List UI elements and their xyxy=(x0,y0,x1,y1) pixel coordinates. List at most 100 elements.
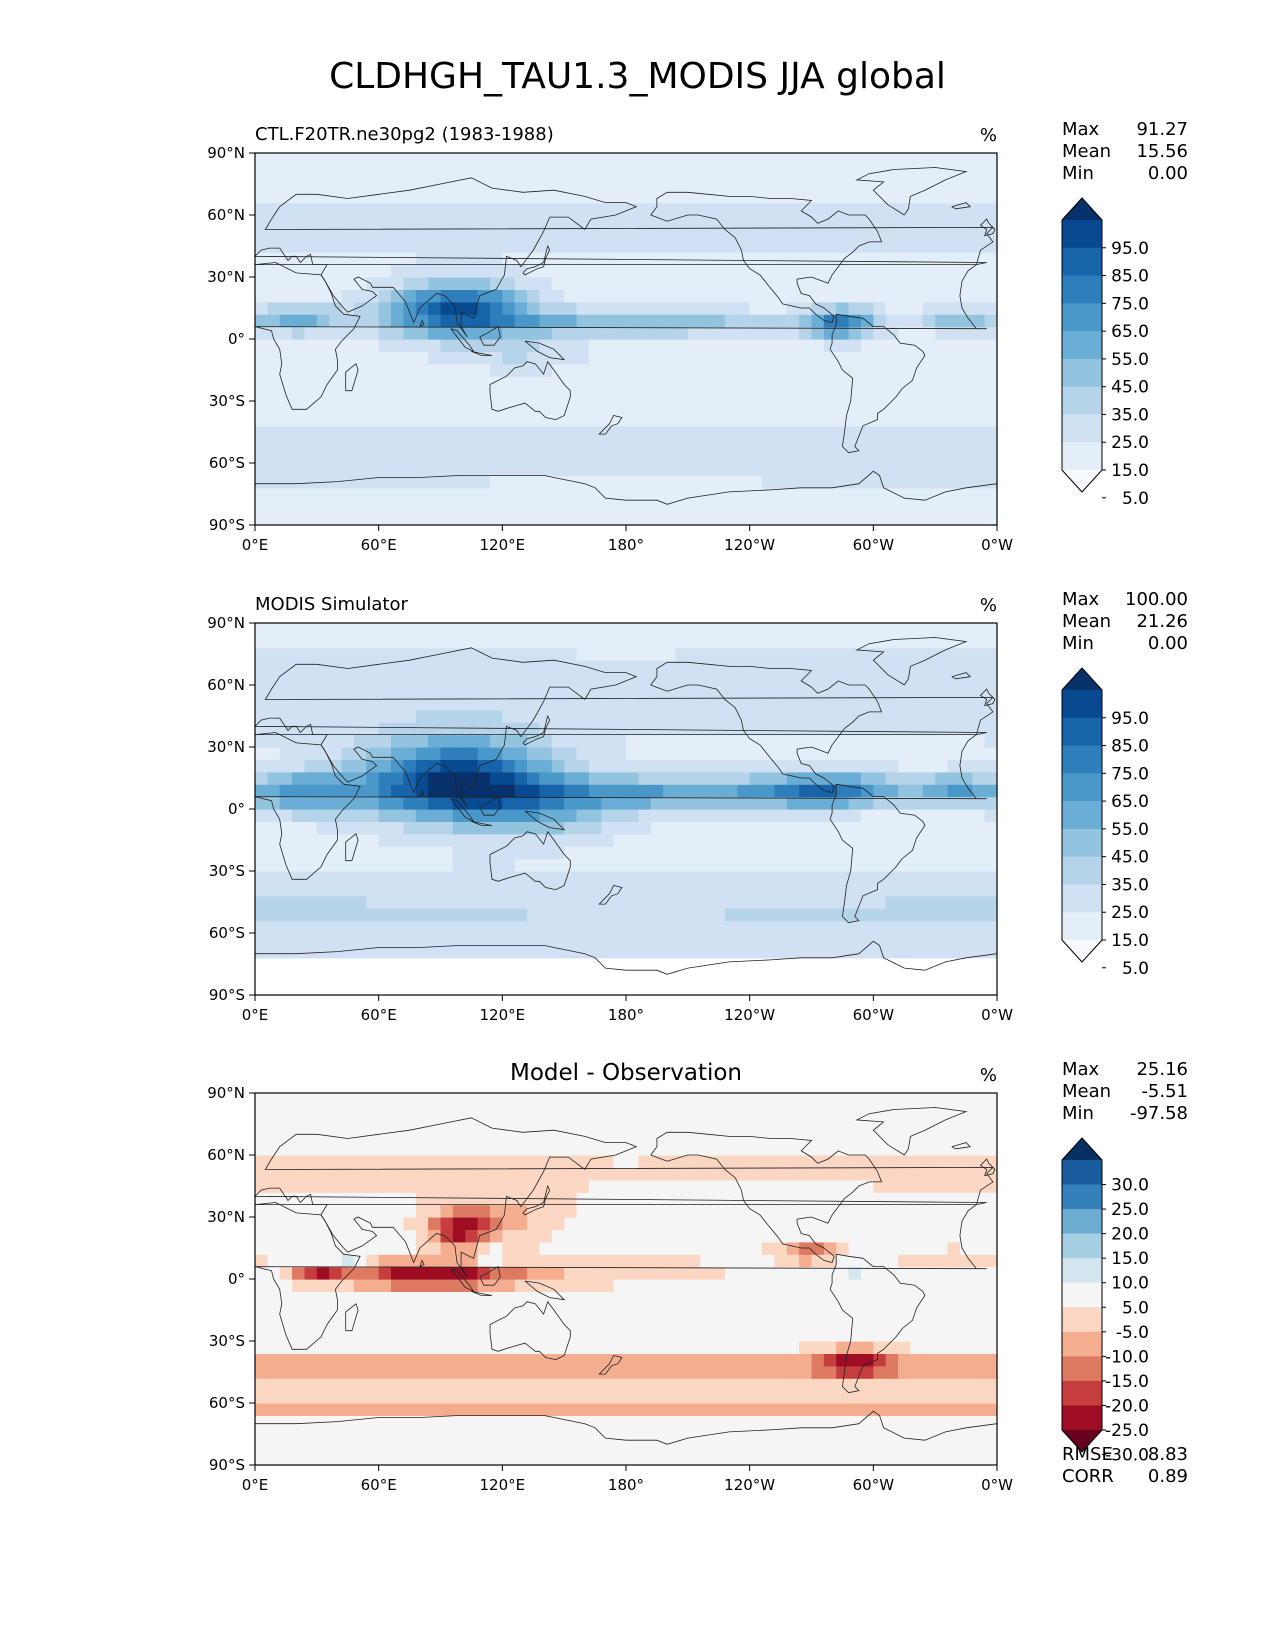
field-cell xyxy=(564,165,578,179)
field-cell xyxy=(935,821,949,835)
field-cell xyxy=(316,1316,330,1330)
field-cell xyxy=(737,1415,751,1429)
field-cell xyxy=(452,1291,466,1305)
field-cell xyxy=(712,883,726,897)
field-cell xyxy=(762,202,775,216)
field-cell xyxy=(440,1254,454,1268)
field-cell xyxy=(861,388,874,402)
field-cell xyxy=(465,438,479,452)
field-cell xyxy=(440,1130,454,1144)
field-cell xyxy=(910,463,924,476)
field-cell xyxy=(613,1229,627,1243)
field-cell xyxy=(626,672,639,686)
field-cell xyxy=(452,647,466,661)
field-cell xyxy=(922,264,936,278)
colorbar-label: 35.0 xyxy=(1111,875,1149,895)
field-cell xyxy=(823,945,837,959)
field-cell xyxy=(675,177,689,191)
field-cell xyxy=(811,314,825,328)
field-cell xyxy=(675,1390,689,1404)
field-cell xyxy=(724,153,738,166)
field-cell xyxy=(786,821,800,835)
field-cell xyxy=(613,1167,627,1181)
field-cell xyxy=(626,759,639,773)
field-cell xyxy=(316,1427,330,1441)
field-cell xyxy=(415,1217,429,1230)
field-cell xyxy=(626,512,639,526)
field-cell xyxy=(638,401,652,414)
field-cell xyxy=(415,697,429,711)
field-cell xyxy=(440,1328,454,1342)
field-cell xyxy=(774,314,788,328)
field-cell xyxy=(848,277,862,290)
field-cell xyxy=(749,635,763,649)
field-cell xyxy=(267,376,281,390)
field-cell xyxy=(984,846,998,860)
field-cell xyxy=(675,339,689,352)
field-cell xyxy=(811,858,825,872)
field-cell xyxy=(366,846,380,860)
field-cell xyxy=(898,177,912,191)
field-cell xyxy=(255,734,268,748)
field-cell xyxy=(576,277,590,290)
field-cell xyxy=(687,487,701,501)
field-cell xyxy=(527,1440,541,1454)
field-cell xyxy=(527,301,541,315)
field-cell xyxy=(514,771,528,785)
field-cell xyxy=(935,647,949,661)
field-cell xyxy=(329,1279,343,1292)
field-cell xyxy=(947,784,961,798)
field-cell xyxy=(329,1390,343,1404)
field-cell xyxy=(255,1427,268,1441)
field-cell xyxy=(353,982,367,996)
field-cell xyxy=(935,512,949,526)
field-cell xyxy=(304,1192,318,1206)
field-cell xyxy=(490,809,503,822)
field-cell xyxy=(613,685,627,698)
field-cell xyxy=(366,697,380,711)
field-cell xyxy=(663,970,677,984)
field-cell xyxy=(861,401,874,414)
field-cell xyxy=(836,463,850,476)
field-cell xyxy=(823,326,837,340)
field-cell xyxy=(687,970,701,984)
field-cell xyxy=(428,685,442,698)
field-cell xyxy=(663,1353,677,1367)
field-cell xyxy=(774,289,788,303)
field-cell xyxy=(984,871,998,884)
field-cell xyxy=(972,821,986,835)
field-cell xyxy=(378,475,392,489)
field-cell xyxy=(588,1390,602,1404)
field-cell xyxy=(465,215,479,228)
field-cell xyxy=(613,202,627,216)
field-cell xyxy=(588,1266,602,1280)
field-cell xyxy=(255,895,268,909)
field-cell xyxy=(873,833,887,847)
field-cell xyxy=(786,289,800,303)
field-cell xyxy=(959,339,973,352)
field-cell xyxy=(700,1204,714,1218)
field-cell xyxy=(341,1179,355,1193)
field-cell xyxy=(490,351,503,365)
field-cell xyxy=(737,1266,751,1280)
field-cell xyxy=(391,908,404,922)
field-cell xyxy=(984,463,998,476)
field-cell xyxy=(267,413,281,427)
field-cell xyxy=(626,883,639,897)
field-cell xyxy=(452,1341,466,1354)
field-cell xyxy=(749,165,763,179)
field-cell xyxy=(972,895,986,909)
field-cell xyxy=(811,326,825,340)
field-cell xyxy=(341,1353,355,1367)
field-cell xyxy=(329,1217,343,1230)
field-cell xyxy=(737,747,751,760)
field-cell xyxy=(576,1303,590,1317)
field-cell xyxy=(452,635,466,649)
field-cell xyxy=(465,933,479,946)
field-cell xyxy=(799,363,813,377)
field-cell xyxy=(749,227,763,241)
field-cell xyxy=(861,165,874,179)
field-cell xyxy=(279,1440,293,1454)
field-cell xyxy=(663,1229,677,1243)
field-cell xyxy=(477,450,491,464)
